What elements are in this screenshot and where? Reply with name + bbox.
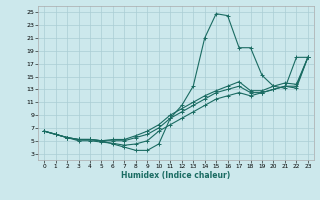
X-axis label: Humidex (Indice chaleur): Humidex (Indice chaleur)	[121, 171, 231, 180]
